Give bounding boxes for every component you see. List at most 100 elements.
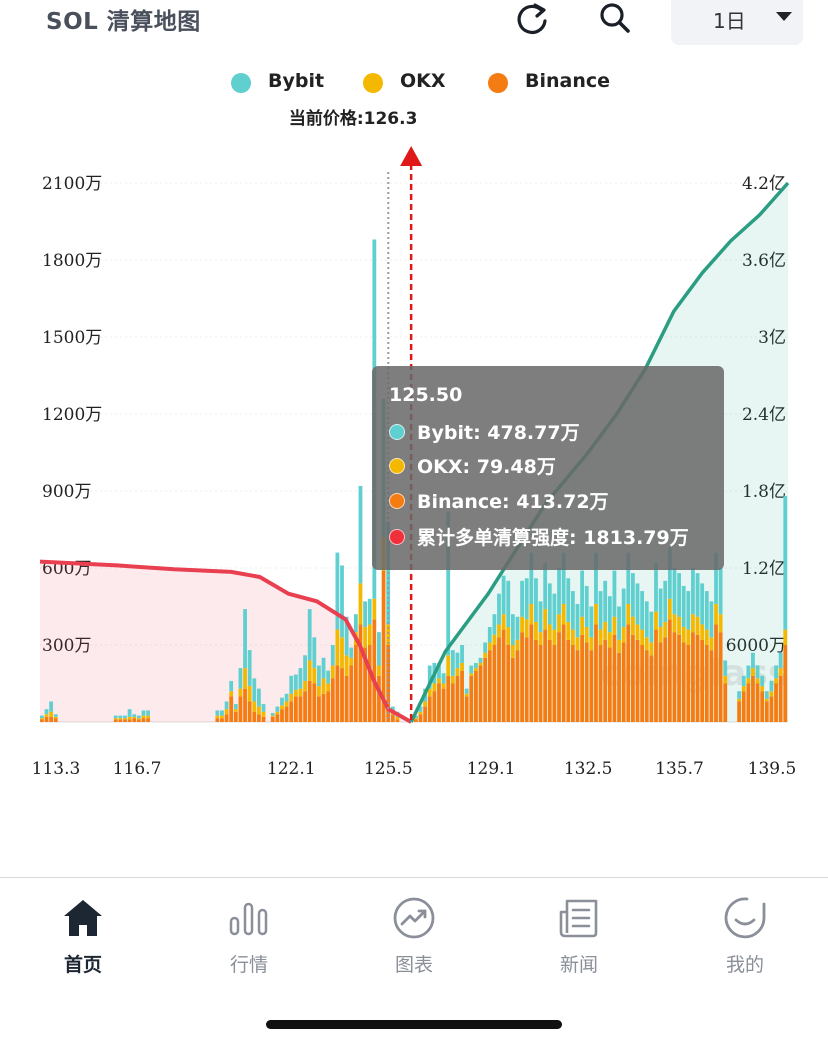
bar-binance	[594, 624, 598, 722]
bar-binance	[469, 675, 474, 722]
bar-okx	[718, 614, 723, 633]
refresh-icon[interactable]	[513, 0, 551, 38]
bar-okx	[774, 678, 778, 684]
bar-binance	[547, 639, 552, 722]
bar-bybit	[737, 691, 741, 699]
bar-okx	[580, 616, 585, 635]
bar-bybit	[353, 614, 358, 633]
bar-bybit	[312, 637, 317, 669]
search-icon[interactable]	[596, 0, 634, 38]
bar-bybit	[243, 609, 247, 669]
y-right-tick-label: 1.8亿	[742, 482, 786, 502]
bar-okx	[363, 627, 367, 648]
bar-okx	[658, 627, 663, 643]
bar-okx	[621, 627, 626, 643]
bar-binance	[760, 691, 765, 722]
bar-okx	[520, 616, 524, 633]
bar-binance	[612, 634, 617, 722]
bar-bybit	[552, 593, 557, 630]
tab-profile[interactable]: 我的	[662, 896, 828, 986]
tooltip-dot	[389, 424, 405, 440]
bar-bybit	[275, 706, 280, 712]
bar-okx	[215, 715, 220, 719]
bar-bybit	[714, 552, 718, 604]
tab-charts[interactable]: 图表	[331, 896, 497, 986]
bar-binance	[53, 718, 58, 722]
bar-okx	[764, 698, 769, 702]
bar-bybit	[543, 562, 548, 610]
bar-okx	[437, 678, 441, 684]
bar-binance	[529, 624, 534, 722]
bar-binance	[598, 645, 603, 722]
bar-binance	[709, 650, 714, 722]
bar-okx	[538, 632, 543, 645]
bar-okx	[631, 616, 635, 635]
bar-bybit	[377, 632, 381, 666]
bar-binance	[700, 639, 705, 722]
bar-bybit	[261, 704, 266, 712]
y-left-tick-label: 1800万	[42, 251, 102, 271]
bar-okx	[464, 693, 469, 697]
bar-binance	[714, 624, 718, 722]
bar-bybit	[524, 578, 529, 620]
bar-bybit	[774, 665, 778, 679]
bar-bybit	[783, 496, 788, 630]
bar-bybit	[326, 670, 331, 684]
bar-bybit	[446, 511, 451, 656]
bar-okx	[386, 624, 391, 645]
bar-binance	[534, 639, 538, 722]
bar-okx	[478, 662, 483, 666]
bar-bybit	[441, 673, 446, 684]
x-tick-label: 132.5	[564, 759, 613, 779]
chevron-down-icon	[776, 12, 792, 21]
bar-bybit	[307, 609, 312, 661]
bar-binance	[293, 696, 298, 722]
bar-bybit	[363, 601, 367, 628]
y-right-tick-label: 4.2亿	[742, 174, 786, 194]
bar-bybit	[580, 570, 585, 617]
bar-bybit	[529, 552, 534, 604]
bar-bybit	[233, 704, 238, 710]
bar-bybit	[367, 598, 372, 625]
bar-binance	[686, 645, 691, 722]
tab-home[interactable]: 首页	[0, 896, 166, 986]
x-tick-label: 125.5	[364, 759, 413, 779]
bar-binance	[778, 675, 783, 722]
bar-bybit	[589, 606, 594, 638]
bar-binance	[113, 719, 118, 722]
bar-binance	[783, 645, 788, 722]
bar-okx	[427, 688, 432, 697]
bar-bybit	[501, 575, 506, 615]
bar-binance	[617, 652, 621, 722]
bar-okx	[561, 603, 566, 625]
bar-okx	[760, 686, 765, 692]
bar-bybit	[53, 714, 58, 717]
bar-bybit	[418, 706, 423, 712]
tab-market[interactable]: 行情	[166, 896, 332, 986]
header: SOL 清算地图 1日	[0, 0, 828, 50]
bar-binance	[312, 683, 317, 722]
bar-okx	[783, 629, 788, 645]
bar-okx	[589, 637, 594, 651]
bar-okx	[270, 715, 275, 717]
bar-okx	[303, 680, 307, 692]
bar-okx	[252, 701, 257, 712]
bar-bybit	[450, 650, 455, 676]
bar-binance	[570, 645, 575, 722]
bar-binance	[275, 714, 280, 722]
bar-bybit	[621, 588, 626, 628]
bar-binance	[224, 714, 229, 722]
bar-bybit	[631, 573, 635, 617]
bar-okx	[617, 639, 621, 653]
bar-binance	[746, 683, 751, 722]
bar-bybit	[118, 715, 123, 719]
bar-binance	[118, 719, 123, 722]
bar-binance	[589, 650, 594, 722]
bar-okx	[372, 598, 377, 620]
time-range-select[interactable]: 1日	[671, 0, 803, 45]
chart-legend: Bybit OKX Binance	[0, 70, 828, 98]
bar-bybit	[464, 688, 469, 694]
bar-okx	[441, 683, 446, 689]
bar-bybit	[741, 675, 746, 687]
tab-news[interactable]: 新闻	[496, 896, 662, 986]
